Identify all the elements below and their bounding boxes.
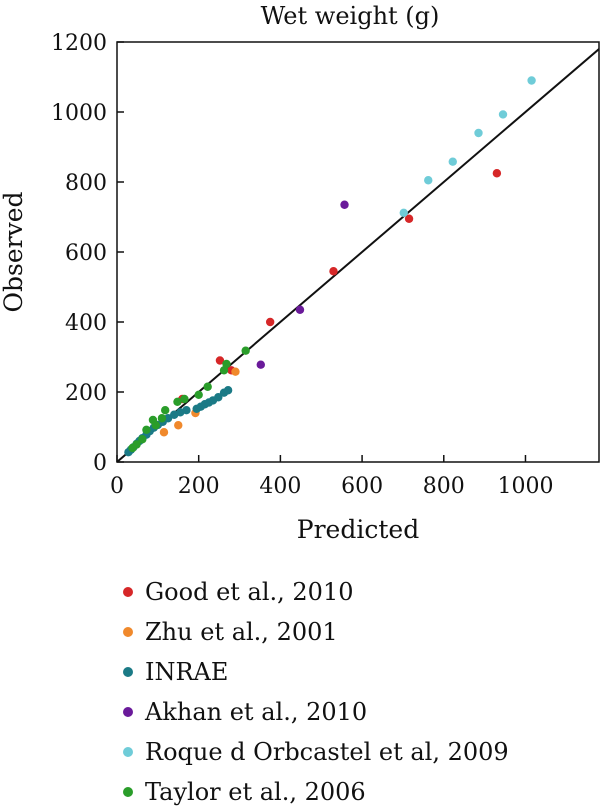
data-point xyxy=(295,305,305,314)
data-point xyxy=(329,267,338,276)
x-axis-label: Predicted xyxy=(297,515,419,544)
data-point xyxy=(214,393,223,402)
data-point xyxy=(132,440,141,449)
identity-line xyxy=(117,48,599,462)
data-point xyxy=(173,397,182,406)
x-tick-label: 800 xyxy=(423,474,465,499)
data-point xyxy=(163,414,173,423)
data-point xyxy=(474,128,483,138)
data-point xyxy=(222,359,231,369)
legend-marker xyxy=(123,747,133,757)
y-tick-label: 1000 xyxy=(51,101,107,126)
data-point xyxy=(492,169,502,178)
legend-label: Akhan et al., 2010 xyxy=(144,698,367,726)
y-tick-label: 600 xyxy=(65,241,107,266)
data-point xyxy=(157,414,167,423)
data-point xyxy=(161,406,170,415)
data-point xyxy=(231,367,240,376)
data-point xyxy=(498,110,508,119)
y-tick-label: 1200 xyxy=(51,31,107,56)
data-points xyxy=(124,76,536,457)
data-point xyxy=(138,435,147,444)
data-point xyxy=(180,394,189,404)
legend-label: INRAE xyxy=(145,658,228,686)
legend-marker xyxy=(123,627,133,637)
data-point xyxy=(448,157,457,166)
x-tick-label: 0 xyxy=(110,474,124,499)
y-tick-label: 0 xyxy=(93,451,107,476)
legend-label: Good et al., 2010 xyxy=(145,578,354,606)
x-tick-label: 1000 xyxy=(497,474,553,499)
y-tick-label: 800 xyxy=(65,171,107,196)
x-axis: 0 200 400 600 800 1000 xyxy=(110,455,553,499)
legend-label: Roque d Orbcastel et al, 2009 xyxy=(145,738,509,766)
data-point xyxy=(241,346,250,355)
y-tick-label: 400 xyxy=(65,311,107,336)
data-point xyxy=(151,421,161,430)
data-point xyxy=(399,208,408,217)
y-tick-label: 200 xyxy=(65,381,107,406)
data-point xyxy=(527,76,536,85)
data-point xyxy=(203,382,212,391)
chart-title: Wet weight (g) xyxy=(261,2,440,30)
legend-label: Taylor et al., 2006 xyxy=(145,778,366,806)
legend-label: Zhu et al., 2001 xyxy=(145,618,338,646)
data-point xyxy=(340,200,349,209)
x-tick-label: 400 xyxy=(259,474,301,499)
data-point xyxy=(142,425,151,434)
data-point xyxy=(182,406,191,415)
data-point xyxy=(215,356,225,365)
legend: Good et al., 2010 Zhu et al., 2001 INRAE Ak… xyxy=(123,578,509,806)
data-point xyxy=(265,317,275,327)
legend-marker xyxy=(123,667,133,677)
data-point xyxy=(194,390,203,399)
x-tick-label: 200 xyxy=(178,474,220,499)
legend-marker xyxy=(123,787,133,797)
legend-marker xyxy=(123,587,133,597)
data-point xyxy=(223,386,233,395)
y-axis-label: Observed xyxy=(0,192,28,313)
data-point xyxy=(174,421,183,430)
data-point xyxy=(219,366,229,375)
data-point xyxy=(404,214,414,223)
data-point xyxy=(424,176,433,185)
data-point xyxy=(159,428,169,437)
data-point xyxy=(256,360,265,369)
x-tick-label: 600 xyxy=(341,474,383,499)
y-axis: 0 200 400 600 800 1000 1200 xyxy=(51,31,124,476)
legend-marker xyxy=(123,707,133,717)
